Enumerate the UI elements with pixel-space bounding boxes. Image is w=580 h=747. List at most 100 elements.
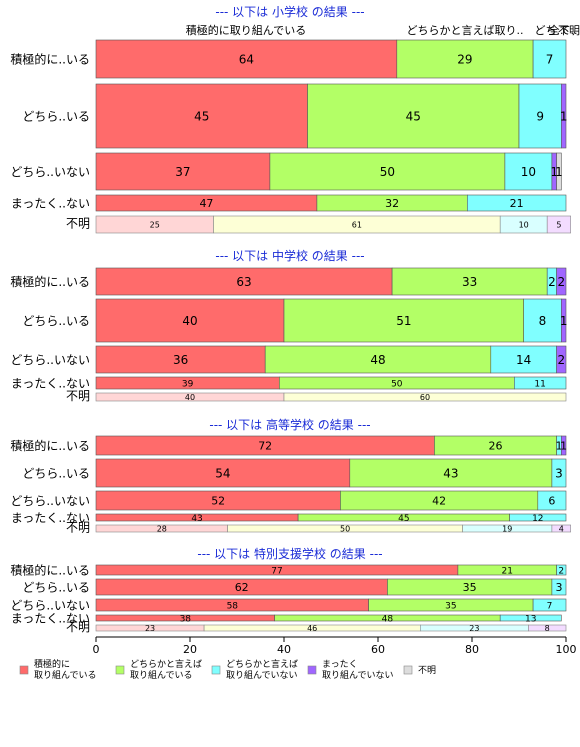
bar-segment <box>556 345 567 374</box>
row-label: どちら..いる <box>22 581 90 595</box>
bar-value-label: 2 <box>558 566 564 576</box>
bar-value-label: 11 <box>534 379 545 389</box>
bar-value-label: 45 <box>406 109 421 123</box>
row-label: どちら..いる <box>22 110 90 124</box>
row-label: 不明 <box>66 620 90 634</box>
bar-segment <box>391 267 548 296</box>
bar-value-label: 37 <box>175 165 190 179</box>
x-tick-label: 20 <box>183 643 197 656</box>
bar-value-label: 10 <box>521 165 536 179</box>
bar-value-label: 72 <box>258 440 272 453</box>
bar-value-label: 25 <box>150 220 160 229</box>
bar-value-label: 14 <box>516 353 531 367</box>
bar-value-label: 45 <box>398 514 409 524</box>
bar-value-label: 8 <box>539 314 547 328</box>
panel-title: --- 以下は 中学校 の結果 --- <box>215 248 364 263</box>
bar-value-label: 1 <box>550 165 558 179</box>
bar-value-label: 64 <box>239 52 254 66</box>
bar-value-label: 40 <box>182 314 197 328</box>
legend-label: 取り組んでいる <box>34 669 97 681</box>
panel-title: --- 以下は 特別支援学校 の結果 --- <box>197 546 382 561</box>
row-label: まったく..ない <box>11 612 90 626</box>
bar-value-label: 6 <box>548 495 555 508</box>
bar-segment <box>546 215 572 234</box>
bar-value-label: 50 <box>391 379 403 389</box>
bar-value-label: 10 <box>519 220 529 229</box>
bar-segment <box>349 458 553 488</box>
bar-value-label: 21 <box>502 566 513 576</box>
bar-segment <box>532 39 567 79</box>
bar-value-label: 35 <box>463 581 477 594</box>
bar-value-label: 77 <box>271 566 282 576</box>
row-label: 不明 <box>66 521 90 535</box>
row-label: どちら..いる <box>22 467 90 481</box>
legend-swatch <box>307 665 317 675</box>
row-label: どちら..いない <box>10 165 90 179</box>
bar-value-label: 32 <box>385 197 399 210</box>
bar-value-label: 7 <box>546 52 554 66</box>
bar-value-label: 9 <box>536 109 544 123</box>
row-label: まったく..ない <box>11 377 90 391</box>
row-label: どちら..いない <box>10 353 90 367</box>
bar-segment <box>551 578 567 596</box>
bar-segment <box>556 152 562 191</box>
bar-segment <box>523 298 562 343</box>
legend-label: どちらかと言えば <box>130 658 202 670</box>
top-category-label: どちらかと言えば取り.. <box>407 24 524 37</box>
bar-value-label: 47 <box>199 197 213 210</box>
bar-segment <box>95 83 308 149</box>
x-tick-label: 40 <box>277 643 291 656</box>
bar-value-label: 40 <box>185 393 195 402</box>
bar-value-label: 45 <box>194 109 209 123</box>
bar-value-label: 29 <box>457 52 472 66</box>
legend-swatch <box>211 665 221 675</box>
bar-value-label: 13 <box>525 614 536 624</box>
panel-title: --- 以下は 高等学校 の結果 --- <box>209 417 370 432</box>
bar-segment <box>283 392 567 402</box>
bar-value-label: 1 <box>560 109 568 123</box>
bar-segment <box>509 513 567 522</box>
bar-value-label: 35 <box>445 601 456 611</box>
bar-value-label: 23 <box>145 624 155 633</box>
bar-value-label: 5 <box>556 220 561 229</box>
top-category-label: 積極的に取り組んでいる <box>186 23 306 37</box>
legend-label: 取り組んでいない <box>322 669 394 681</box>
bar-value-label: 52 <box>211 495 225 508</box>
bar-value-label: 28 <box>157 524 167 533</box>
bar-segment <box>560 83 567 149</box>
row-label: まったく..ない <box>11 197 90 211</box>
legend-label: 積極的に <box>34 658 70 670</box>
row-label: どちら..いない <box>10 599 90 613</box>
legend-label: 取り組んでいる <box>130 669 193 681</box>
row-label: 積極的に..いる <box>10 563 90 578</box>
top-category-label: 全て.. <box>549 23 578 37</box>
bar-value-label: 2 <box>557 353 565 367</box>
bar-segment <box>307 83 520 149</box>
bar-segment <box>551 524 572 533</box>
bar-segment <box>466 194 567 212</box>
bar-value-label: 1 <box>555 440 562 453</box>
legend-label: 取り組んでいない <box>226 669 298 681</box>
bar-value-label: 50 <box>380 165 395 179</box>
bar-value-label: 8 <box>545 624 550 633</box>
bar-segment <box>95 267 393 296</box>
bar-value-label: 50 <box>340 524 350 533</box>
bar-value-label: 36 <box>173 353 188 367</box>
legend-swatch <box>115 665 125 675</box>
bar-value-label: 33 <box>462 275 477 289</box>
bar-value-label: 19 <box>502 524 512 533</box>
bar-value-label: 7 <box>547 601 553 611</box>
bar-value-label: 42 <box>432 495 446 508</box>
bar-segment <box>95 298 285 343</box>
x-tick-label: 60 <box>371 643 385 656</box>
top-category-label: どち.. <box>535 24 564 37</box>
bar-value-label: 2 <box>557 275 565 289</box>
bar-segment <box>528 624 567 632</box>
bar-segment <box>532 598 567 612</box>
x-tick-label: 0 <box>93 643 100 656</box>
bar-value-label: 48 <box>382 614 394 624</box>
bar-segment <box>560 298 567 343</box>
bar-segment <box>504 152 553 191</box>
bar-value-label: 54 <box>215 466 230 480</box>
bar-value-label: 12 <box>532 514 543 524</box>
